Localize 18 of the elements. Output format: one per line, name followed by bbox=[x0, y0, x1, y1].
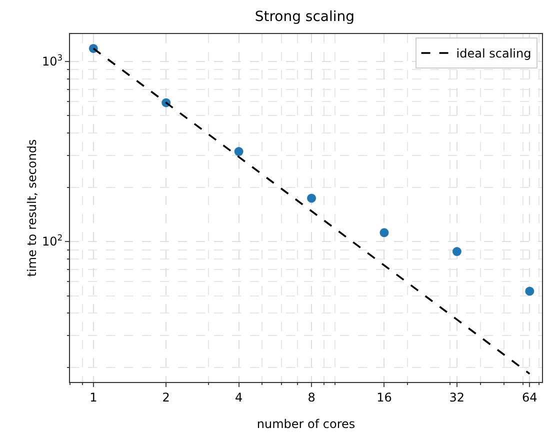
x-tick-label: 16 bbox=[376, 390, 392, 404]
y-axis-title: time to result, seconds bbox=[25, 139, 39, 277]
x-tick-label: 8 bbox=[308, 390, 316, 404]
x-axis-title: number of cores bbox=[256, 417, 356, 431]
x-tick-label: 4 bbox=[235, 390, 243, 404]
x-tick-label: 64 bbox=[522, 390, 538, 404]
point bbox=[452, 247, 462, 256]
legend-label: ideal scaling bbox=[456, 46, 532, 61]
point bbox=[525, 286, 534, 296]
y-tick-label: 10$^{2}$ bbox=[42, 232, 63, 249]
y-tick-label: 10$^{3}$ bbox=[42, 52, 63, 69]
x-tick-label: 1 bbox=[90, 390, 98, 404]
point bbox=[307, 194, 316, 203]
point bbox=[234, 147, 244, 156]
chart-title: Strong scaling bbox=[254, 8, 355, 25]
point bbox=[380, 228, 389, 238]
x-tick-label: 32 bbox=[449, 390, 465, 404]
x-tick-label: 2 bbox=[162, 390, 170, 404]
